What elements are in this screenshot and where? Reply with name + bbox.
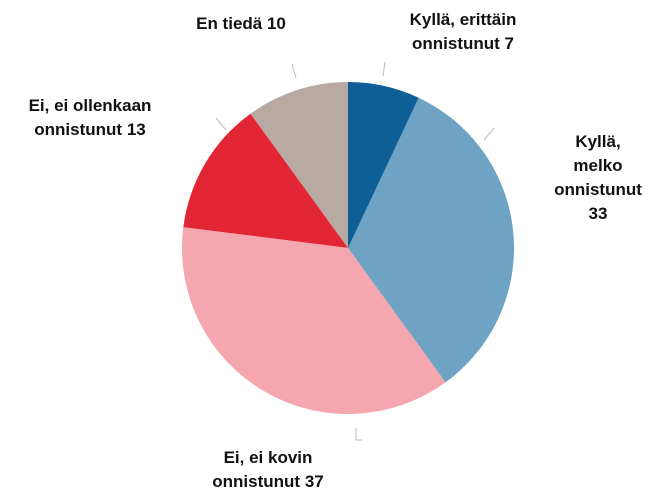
slice-label: Ei, ei ollenkaan onnistunut 13 [5,94,175,142]
category-label: Ei, ei ollenkaan onnistunut [28,96,152,139]
pie-slice [348,82,419,248]
value-label: 37 [304,472,324,491]
category-label: Kyllä, melko onnistunut [554,132,642,199]
slice-label: Kyllä, erittäin onnistunut 7 [383,8,543,56]
leader-line [382,61,386,77]
leader-line [215,117,227,131]
value-label: 7 [504,34,514,53]
value-label: 13 [126,120,146,139]
slice-label: En tiedä 10 [156,12,326,36]
slice-label: Kyllä, melko onnistunut 33 [551,130,646,226]
slice-label: Ei, ei kovin onnistunut 37 [193,446,343,494]
pie-slice [250,82,348,248]
leader-line [291,63,297,79]
value-label: 10 [266,14,286,33]
pie-slice [182,227,446,414]
leader-line [355,428,362,441]
category-label: En tiedä [196,14,263,33]
pie-slice [183,113,348,248]
category-label: Ei, ei kovin onnistunut [212,448,313,491]
leader-lines [215,61,495,441]
leader-line [483,127,495,141]
pie-slice [348,97,514,383]
category-label: Kyllä, erittäin onnistunut [409,10,517,53]
value-label: 33 [588,204,608,223]
